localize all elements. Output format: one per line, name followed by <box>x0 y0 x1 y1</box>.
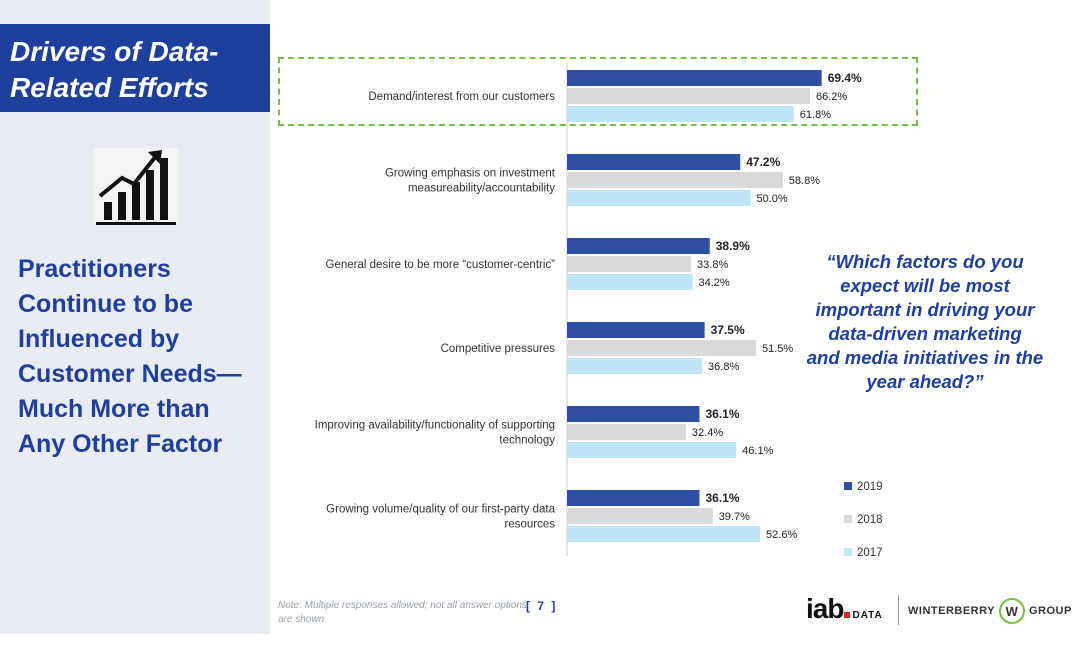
category-label: resources <box>505 519 556 531</box>
data-label: 36.1% <box>705 407 739 421</box>
data-label: 51.5% <box>762 343 793 355</box>
growth-chart-icon <box>94 148 178 225</box>
category-label: measureability/accountability <box>408 183 555 195</box>
highlight-box <box>278 57 918 126</box>
bar-2019 <box>567 490 700 506</box>
data-label: 66.2% <box>816 91 847 103</box>
left-headline: Practitioners Continue to be Influenced … <box>18 252 268 462</box>
legend-swatch <box>844 548 852 556</box>
headline-line: Practitioners <box>18 255 171 283</box>
bar-2017 <box>567 358 703 374</box>
headline-line: Influenced by <box>18 325 180 353</box>
legend-label: 2019 <box>857 481 883 493</box>
data-label: 32.4% <box>692 427 723 439</box>
data-label: 61.8% <box>800 109 831 121</box>
group-text: GROUP <box>1028 605 1072 617</box>
title-line: Related Efforts <box>10 72 209 103</box>
bar-2019 <box>567 154 741 170</box>
headline-line: Much More than <box>18 395 210 423</box>
bar-2017 <box>567 106 794 122</box>
slide-title: Drivers of Data- Related Efforts <box>0 24 270 106</box>
category-label: technology <box>499 435 555 447</box>
left-panel: Drivers of Data- Related Efforts Practit… <box>0 0 270 634</box>
bar-2019 <box>567 238 710 254</box>
title-line: Drivers of Data- <box>10 36 219 67</box>
bar-2018 <box>567 424 686 440</box>
iab-data-text: DATA <box>852 610 883 621</box>
bar-2017 <box>567 442 737 458</box>
question-line: important in driving your <box>815 299 1035 320</box>
question-line: “Which factors do you <box>826 251 1024 272</box>
category-label: Demand/interest from our customers <box>368 91 555 103</box>
data-label: 47.2% <box>746 155 780 169</box>
question-line: year ahead?” <box>866 371 984 392</box>
footnote: Note: Multiple responses allowed; not al… <box>278 600 528 625</box>
title-box: Drivers of Data- Related Efforts <box>0 24 270 112</box>
question-line: data-driven marketing <box>828 323 1022 344</box>
legend-swatch <box>844 515 852 523</box>
headline-line: Customer Needs— <box>18 360 242 388</box>
iab-logo-text: iab <box>806 593 844 624</box>
page-number: [ 7 ] <box>526 599 558 613</box>
bar-2019 <box>567 70 822 86</box>
bar-2017 <box>567 526 761 542</box>
legend-label: 2017 <box>857 547 883 559</box>
data-label: 34.2% <box>699 277 730 289</box>
bar-2017 <box>567 274 693 290</box>
bar-2018 <box>567 172 783 188</box>
data-label: 69.4% <box>828 71 862 85</box>
bar-2018 <box>567 340 757 356</box>
category-label: General desire to be more “customer-cent… <box>326 259 556 271</box>
data-label: 33.8% <box>697 259 728 271</box>
data-label: 58.8% <box>789 175 820 187</box>
category-label: Improving availability/functionality of … <box>315 420 555 432</box>
question-line: expect will be most <box>840 275 1010 296</box>
data-label: 38.9% <box>716 239 750 253</box>
data-label: 52.6% <box>766 529 797 541</box>
survey-question: “Which factors do you expect will be mos… <box>800 250 1050 394</box>
data-label: 37.5% <box>711 323 745 337</box>
bar-2018 <box>567 508 713 524</box>
question-line: and media initiatives in the <box>806 347 1044 368</box>
data-label: 36.1% <box>705 491 739 505</box>
category-label: Growing volume/quality of our first-part… <box>326 504 555 516</box>
legend-swatch <box>844 482 852 490</box>
bar-2018 <box>567 88 810 104</box>
winterberry-w-icon: W <box>998 598 1025 624</box>
category-label: Growing emphasis on investment <box>385 168 556 180</box>
logo-divider <box>898 595 899 625</box>
iab-dot-icon <box>844 612 851 618</box>
winterberry-text: WINTERBERRY <box>908 605 995 617</box>
headline-line: Any Other Factor <box>18 430 223 458</box>
data-label: 50.0% <box>757 193 788 205</box>
bar-2019 <box>567 406 700 422</box>
headline-line: Continue to be <box>18 290 193 318</box>
bar-2017 <box>567 190 751 206</box>
bar-chart: Demand/interest from our customers 69.4% 6… <box>315 62 883 559</box>
winterberry-group-logo: WINTERBERRY W GROUP <box>908 598 1072 624</box>
data-label: 36.8% <box>708 361 739 373</box>
category-label: Competitive pressures <box>441 343 556 355</box>
bar-2018 <box>567 256 692 272</box>
bar-2019 <box>567 322 705 338</box>
legend-label: 2018 <box>857 514 883 526</box>
data-label: 46.1% <box>742 445 773 457</box>
iab-data-logo: iab DATA <box>806 593 883 625</box>
data-label: 39.7% <box>719 511 750 523</box>
